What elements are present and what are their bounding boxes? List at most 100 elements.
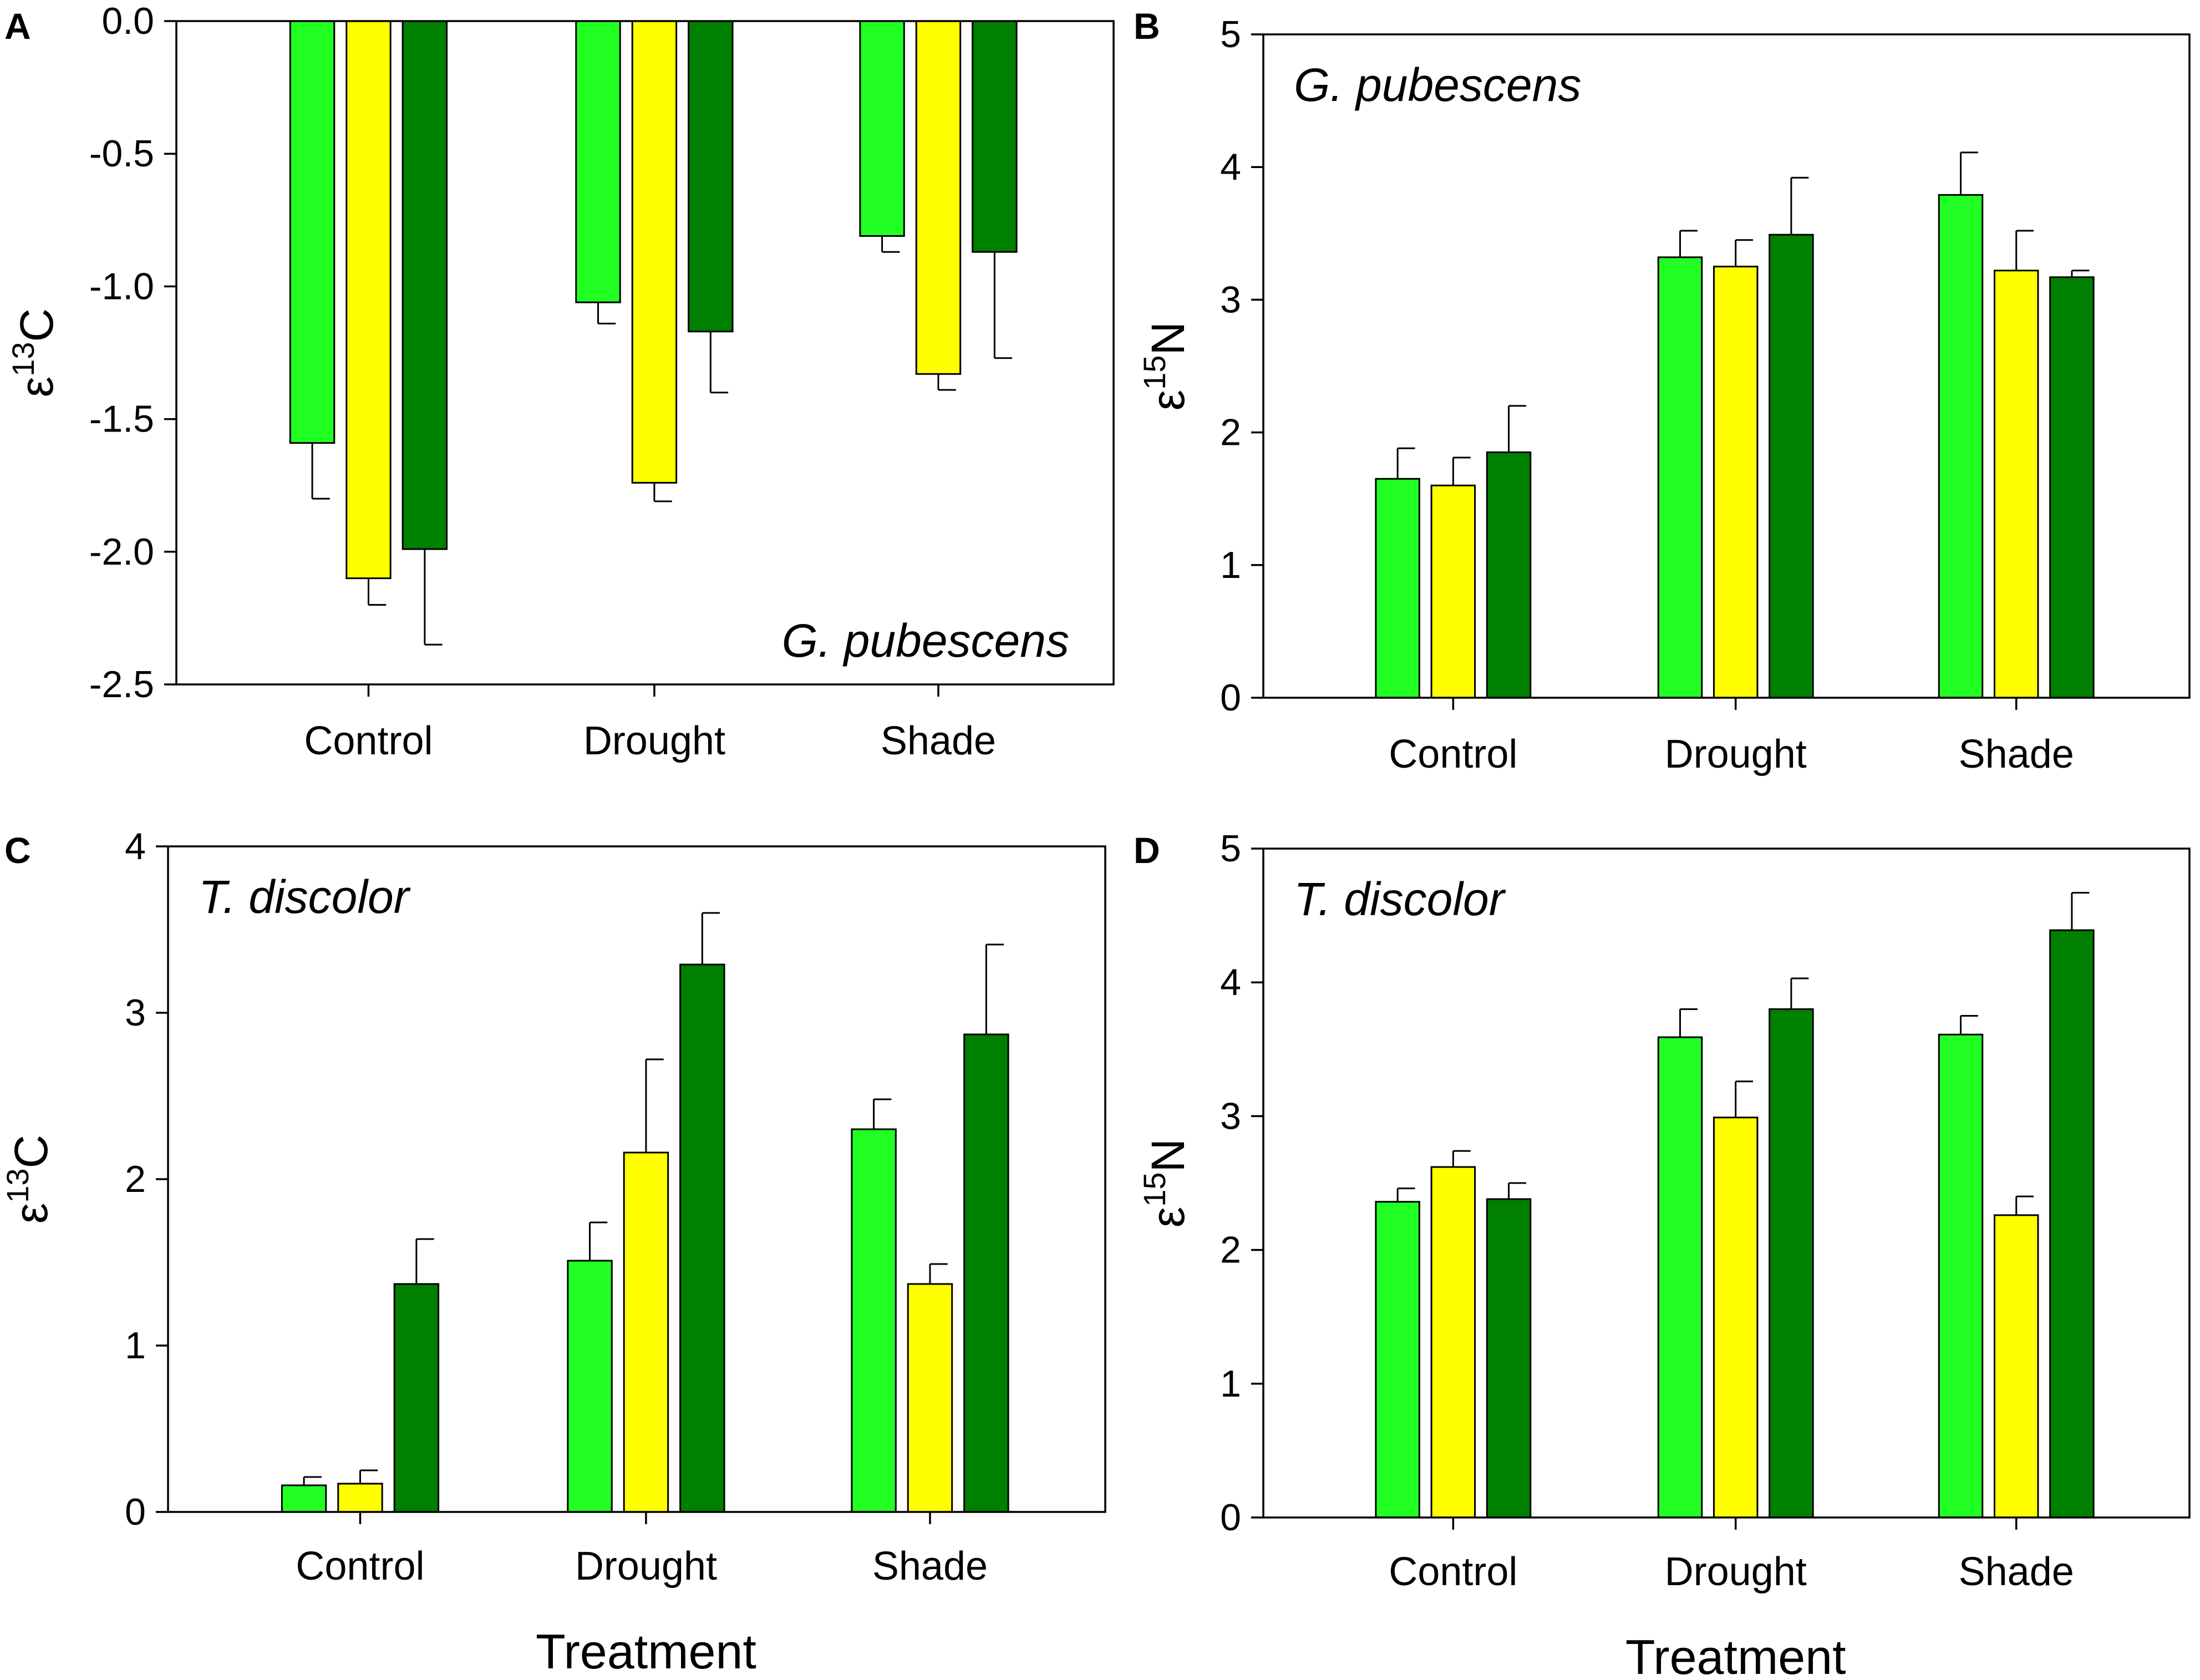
- error-bar-drought-light-green: [597, 302, 616, 324]
- error-bar-drought-light-green: [1679, 230, 1698, 257]
- error-bar-shade-dark-green: [985, 943, 1004, 1034]
- x-axis-label: Treatment: [1625, 1630, 1846, 1680]
- x-tick-label-drought: Drought: [1665, 732, 1807, 776]
- error-bar-drought-dark-green: [709, 331, 729, 394]
- y-axis-label-element: N: [1142, 1139, 1194, 1173]
- bar-shade-yellow: [915, 20, 962, 375]
- y-tick-label: 1: [1220, 1363, 1241, 1405]
- error-bar-drought-dark-green: [1790, 176, 1809, 235]
- error-bar-shade-light-green: [881, 236, 900, 253]
- y-axis-label-isotope: 15: [1137, 1172, 1172, 1206]
- bar-drought-yellow: [623, 1151, 669, 1513]
- x-tick-label-drought: Drought: [1665, 1550, 1807, 1594]
- y-tick-label: 3: [1220, 1095, 1241, 1137]
- error-bar-drought-light-green: [589, 1221, 608, 1261]
- bar-shade-yellow: [907, 1283, 953, 1513]
- error-bar-drought-dark-green: [1790, 977, 1809, 1009]
- bar-shade-dark-green: [972, 20, 1018, 253]
- y-axis-label: ε13C: [0, 1135, 57, 1224]
- x-tick-label-shade: Shade: [1959, 1550, 2074, 1594]
- x-tick-label-control: Control: [304, 719, 433, 763]
- y-axis-label-isotope: 13: [0, 1168, 35, 1202]
- x-tick-label-shade: Shade: [1959, 732, 2074, 776]
- y-tick-label: 4: [1220, 961, 1241, 1003]
- bar-shade-dark-green: [2049, 276, 2095, 699]
- bar-drought-dark-green: [679, 963, 725, 1513]
- error-bar-shade-yellow: [2015, 230, 2034, 271]
- x-tick-label-drought: Drought: [575, 1544, 717, 1588]
- bar-shade-dark-green: [2049, 929, 2095, 1519]
- error-bar-control-light-green: [1396, 447, 1415, 479]
- error-bar-shade-yellow: [2015, 1195, 2034, 1215]
- panel-letter: C: [4, 830, 31, 871]
- y-axis-label-element: C: [11, 308, 63, 342]
- y-tick-label: -2.5: [89, 663, 154, 706]
- y-axis-label: ε15N: [1137, 1139, 1194, 1227]
- panel-a: 0.0 -0.5 -1.0 -1.5 -2.0 -2.5 Control Drought Sha…: [4, 0, 1115, 763]
- y-tick-label: 1: [125, 1324, 146, 1367]
- y-tick-label: 3: [125, 992, 146, 1034]
- y-tick-label: -0.5: [89, 133, 154, 175]
- panel-letter: D: [1134, 830, 1160, 871]
- y-tick-label: 0: [1220, 677, 1241, 719]
- bar-control-light-green: [281, 1484, 327, 1513]
- error-bar-shade-light-green: [1960, 1015, 1978, 1035]
- x-tick-label-control: Control: [296, 1544, 424, 1588]
- bar-shade-light-green: [1938, 194, 1984, 699]
- bar-shade-yellow: [1993, 270, 2039, 699]
- bar-shade-light-green: [1938, 1033, 1984, 1519]
- error-bar-shade-yellow: [929, 1263, 948, 1284]
- error-bar-drought-yellow: [1735, 1080, 1754, 1118]
- bar-control-light-green: [289, 20, 336, 444]
- y-tick-label: -1.0: [89, 265, 154, 307]
- bar-control-light-green: [1375, 1201, 1420, 1519]
- error-bar-drought-light-green: [1679, 1008, 1698, 1038]
- y-axis-label-isotope: 15: [1137, 355, 1172, 389]
- bar-drought-dark-green: [688, 20, 734, 333]
- bar-control-yellow: [1430, 484, 1476, 699]
- error-bar-drought-dark-green: [701, 912, 720, 965]
- error-bar-drought-yellow: [645, 1058, 664, 1153]
- x-tick-label-drought: Drought: [583, 719, 725, 763]
- bar-control-dark-green: [1486, 451, 1532, 699]
- bar-drought-light-green: [575, 20, 621, 303]
- y-tick-label: 3: [1220, 278, 1241, 321]
- y-tick-label: 0: [1220, 1496, 1241, 1539]
- bar-control-dark-green: [1486, 1198, 1532, 1519]
- x-tick-label-shade: Shade: [881, 719, 996, 763]
- bar-shade-dark-green: [963, 1033, 1009, 1513]
- bar-shade-yellow: [1993, 1214, 2039, 1519]
- y-tick-label: 4: [125, 825, 146, 867]
- error-bar-control-yellow: [1452, 1150, 1471, 1168]
- bar-drought-yellow: [1713, 1116, 1759, 1519]
- x-tick-label-control: Control: [1389, 1550, 1517, 1594]
- error-bar-control-yellow: [367, 578, 387, 606]
- error-bar-control-dark-green: [1508, 405, 1526, 453]
- y-axis-label-symbol: ε: [11, 377, 63, 397]
- bar-shade-light-green: [859, 20, 905, 237]
- y-tick-label: 0: [125, 1491, 146, 1533]
- error-bar-drought-yellow: [1735, 239, 1754, 267]
- error-bar-control-yellow: [1452, 456, 1471, 486]
- x-tick-label-shade: Shade: [872, 1544, 988, 1588]
- y-axis-label-symbol: ε: [1142, 1207, 1194, 1227]
- y-tick-label: -1.5: [89, 398, 154, 440]
- y-axis-label-symbol: ε: [1142, 390, 1194, 410]
- bar-drought-light-green: [1657, 1036, 1703, 1519]
- bar-control-yellow: [1430, 1166, 1476, 1519]
- error-bar-shade-light-green: [873, 1098, 892, 1129]
- y-tick-label: 2: [1220, 412, 1241, 454]
- bar-control-dark-green: [393, 1283, 440, 1513]
- error-bar-control-yellow: [359, 1469, 378, 1484]
- error-bar-shade-dark-green: [2071, 270, 2090, 277]
- y-axis-label-symbol: ε: [5, 1203, 57, 1224]
- y-axis-label: ε13C: [6, 308, 63, 397]
- y-tick-label: 2: [1220, 1229, 1241, 1271]
- y-axis-label-isotope: 13: [6, 342, 40, 376]
- y-axis-label-element: N: [1142, 322, 1194, 356]
- bar-control-yellow: [337, 1483, 383, 1513]
- error-bar-shade-dark-green: [993, 252, 1013, 359]
- species-label: T. discolor: [1294, 873, 1506, 925]
